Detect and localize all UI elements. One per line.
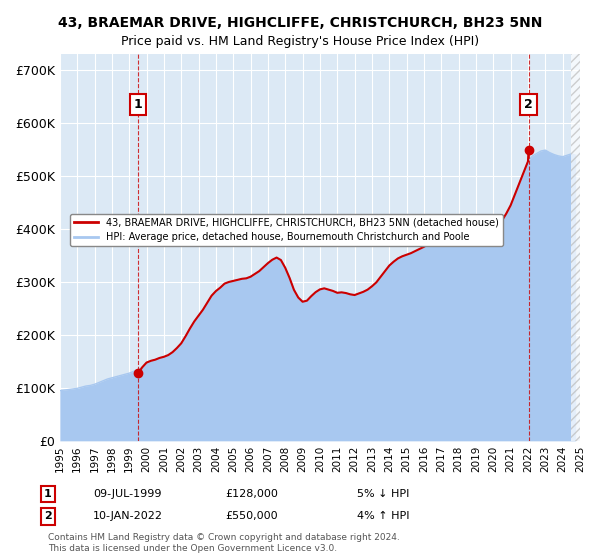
Text: 5% ↓ HPI: 5% ↓ HPI	[357, 489, 409, 499]
Text: £128,000: £128,000	[225, 489, 278, 499]
Text: 1: 1	[134, 98, 143, 111]
Text: 09-JUL-1999: 09-JUL-1999	[93, 489, 161, 499]
Legend: 43, BRAEMAR DRIVE, HIGHCLIFFE, CHRISTCHURCH, BH23 5NN (detached house), HPI: Ave: 43, BRAEMAR DRIVE, HIGHCLIFFE, CHRISTCHU…	[70, 214, 503, 246]
Text: 1: 1	[44, 489, 52, 499]
Text: 4% ↑ HPI: 4% ↑ HPI	[357, 511, 409, 521]
Text: 43, BRAEMAR DRIVE, HIGHCLIFFE, CHRISTCHURCH, BH23 5NN: 43, BRAEMAR DRIVE, HIGHCLIFFE, CHRISTCHU…	[58, 16, 542, 30]
Text: 10-JAN-2022: 10-JAN-2022	[93, 511, 163, 521]
Text: 2: 2	[44, 511, 52, 521]
Text: £550,000: £550,000	[225, 511, 278, 521]
Text: Price paid vs. HM Land Registry's House Price Index (HPI): Price paid vs. HM Land Registry's House …	[121, 35, 479, 48]
Text: Contains HM Land Registry data © Crown copyright and database right 2024.
This d: Contains HM Land Registry data © Crown c…	[48, 534, 400, 553]
Text: 2: 2	[524, 98, 533, 111]
